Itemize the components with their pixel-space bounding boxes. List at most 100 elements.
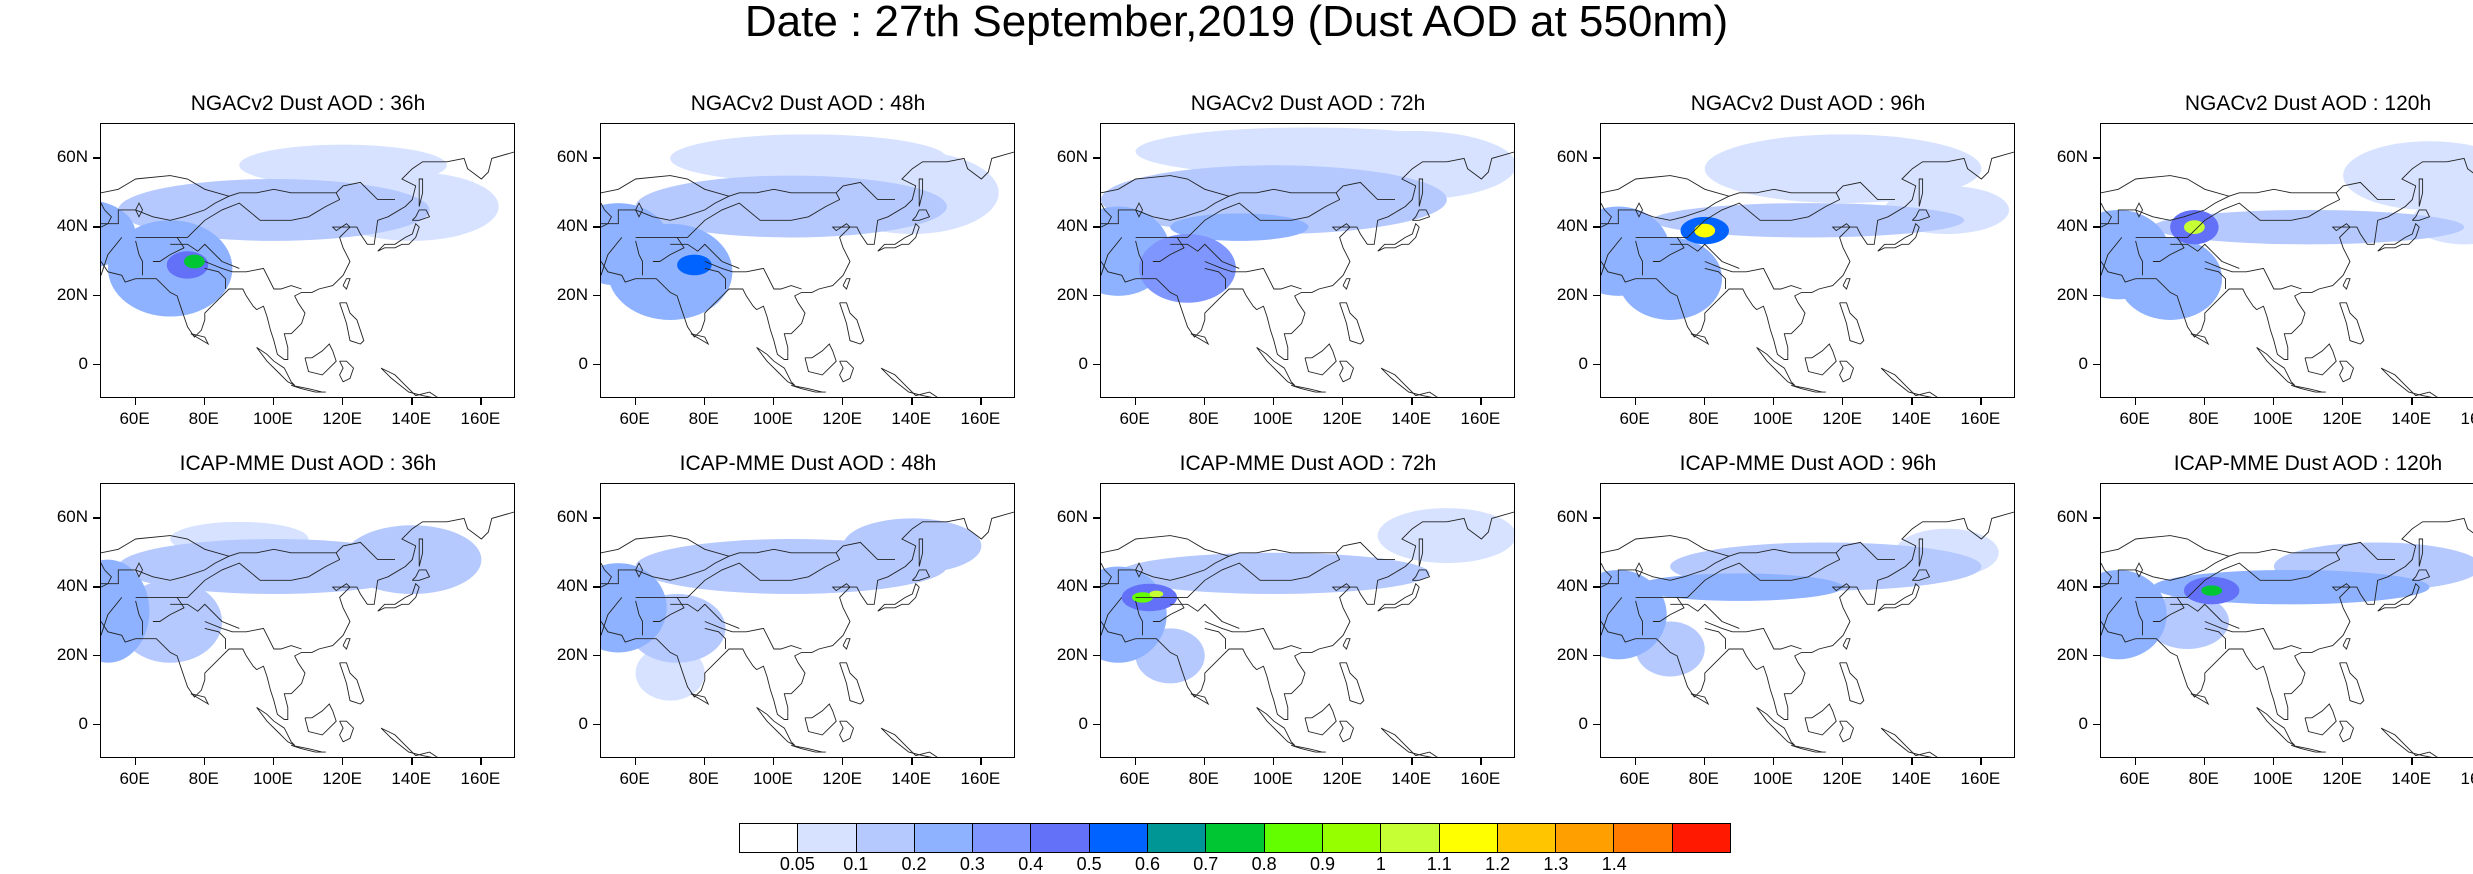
coastline (1135, 202, 1144, 218)
colorbar-label: 1.4 (1601, 854, 1627, 874)
coastline (2228, 188, 2337, 197)
colorbar-label: 1.3 (1543, 854, 1569, 874)
x-tick-label: 60E (2119, 769, 2150, 788)
coastline (135, 562, 144, 578)
coastline (2291, 384, 2326, 393)
coastline (1339, 302, 1365, 345)
y-tick-label: 40N (1556, 576, 1588, 596)
x-tick-label: 60E (1119, 769, 1150, 788)
x-tick (1272, 758, 1275, 765)
y-tick-label: 20N (1056, 284, 1088, 304)
coastline (911, 569, 931, 581)
coastline (1601, 511, 2014, 720)
coastline (1204, 621, 1302, 650)
x-tick-label: 140E (391, 409, 432, 428)
dust-aod-map (1101, 127, 1514, 397)
coastline (652, 237, 685, 262)
colorbar-swatch (1031, 824, 1090, 852)
x-tick-label: 60E (619, 769, 650, 788)
coastline (1911, 209, 1931, 221)
coastline (2418, 538, 2424, 567)
coastline (2204, 621, 2302, 650)
x-tick-label: 60E (2119, 409, 2150, 428)
y-tick-label: 0 (1078, 713, 1088, 733)
colorbar-label: 1.2 (1485, 854, 1511, 874)
map-panel (100, 483, 515, 758)
map-panel (100, 123, 515, 398)
coastline (204, 267, 226, 289)
coastline (101, 151, 514, 360)
y-tick-label: 40N (2056, 216, 2088, 236)
coastline (728, 548, 837, 557)
coastline (1135, 600, 1143, 636)
coastline (342, 278, 351, 290)
aod-plume (1118, 552, 1430, 594)
coastline (1418, 538, 1424, 567)
y-tick (593, 586, 600, 588)
coastline (1380, 727, 1438, 757)
coastline (1190, 693, 1210, 706)
x-tick (1772, 398, 1775, 405)
x-tick-label: 120E (2322, 769, 2362, 788)
y-tick (1593, 517, 1600, 519)
coastline (339, 360, 355, 383)
coastline (1601, 237, 1623, 276)
x-tick (911, 758, 913, 765)
aod-plume (2201, 585, 2223, 596)
colorbar-swatch (1264, 824, 1323, 852)
coastline (2204, 627, 2226, 649)
coastline (635, 240, 643, 276)
y-tick (593, 363, 600, 366)
coastline (135, 600, 143, 636)
y-tick (593, 723, 600, 726)
x-tick-label: 120E (2322, 409, 2362, 428)
x-tick (1980, 398, 1982, 405)
coastline (2411, 209, 2431, 221)
coastline (2304, 343, 2337, 376)
coastline (2339, 360, 2355, 383)
map-panel (2100, 123, 2473, 398)
aod-plume (184, 254, 205, 269)
x-tick-label: 140E (1391, 409, 1432, 428)
y-tick (2093, 226, 2100, 228)
coastline (601, 535, 731, 585)
coastline (1652, 237, 1685, 262)
dust-aod-map (101, 511, 514, 757)
coastline (635, 202, 644, 218)
coastline (1170, 243, 1240, 269)
x-tick-label: 60E (1619, 409, 1650, 428)
x-tick (2342, 758, 2344, 765)
x-tick (1911, 758, 1913, 765)
dust-aod-map (601, 511, 1014, 757)
x-tick (842, 398, 844, 405)
colorbar-swatch (973, 824, 1032, 852)
coastline (670, 603, 740, 629)
coastline (2204, 267, 2226, 289)
coastline (1690, 333, 1710, 346)
colorbar-swatch (1381, 824, 1440, 852)
y-tick (93, 226, 100, 228)
x-tick-label: 60E (1619, 769, 1650, 788)
coastline (1601, 151, 2014, 360)
x-tick (980, 758, 982, 765)
colorbar-swatch (740, 824, 799, 852)
coastline (1101, 597, 1123, 636)
y-tick (1093, 157, 1100, 159)
x-tick (1272, 398, 1275, 405)
y-tick (1593, 226, 1600, 228)
coastline (1690, 693, 1710, 706)
coastline (704, 261, 802, 290)
figure-title: Date : 27th September,2019 (Dust AOD at … (744, 0, 1729, 46)
x-tick (2342, 398, 2344, 405)
x-tick-label: 120E (822, 769, 862, 788)
aod-plume (2184, 220, 2205, 234)
y-tick (93, 363, 100, 366)
coastline (101, 202, 112, 228)
x-tick (480, 398, 482, 405)
coastline (2170, 603, 2240, 629)
coastline (2135, 600, 2143, 636)
y-tick (93, 157, 100, 159)
coastline (791, 744, 826, 753)
aod-plume (1652, 203, 1965, 238)
coastline (190, 333, 210, 346)
